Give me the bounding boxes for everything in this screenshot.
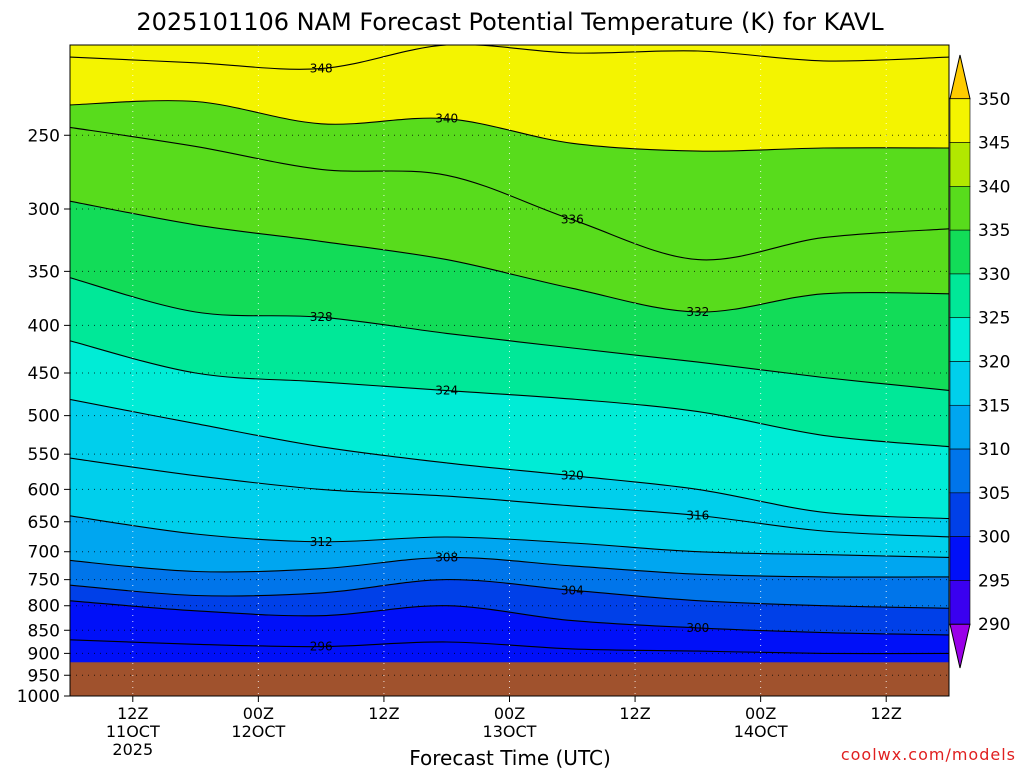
contour-340 [70, 100, 949, 152]
x-tick-label: 11OCT [106, 722, 160, 741]
grid-lines [70, 45, 949, 696]
contour-300 [70, 600, 949, 636]
contour-label-300: 300 [686, 621, 709, 635]
colorbar-swatch [949, 186, 971, 231]
contour-304 [70, 579, 949, 609]
y-tick-label: 750 [28, 571, 60, 591]
colorbar-label: 335 [978, 221, 1010, 241]
contour-label-348: 348 [310, 62, 333, 76]
colorbar-swatch [949, 273, 971, 319]
x-tick-label: 12Z [368, 704, 399, 723]
colorbar-label: 290 [978, 615, 1010, 635]
contour-label-340: 340 [435, 112, 458, 126]
colorbar-label: 295 [978, 571, 1010, 591]
contour-label-336: 336 [561, 213, 584, 227]
y-axis: 250 300 350 400 450 500 550 600 650 700 750 800 850 9… [17, 126, 70, 707]
contour-320 [70, 398, 949, 520]
y-tick-label: 650 [28, 513, 60, 533]
contour-label-316: 316 [686, 508, 709, 522]
colorbar: 290 295 300 305 310 315 320 325 330 335 340 345 350 [949, 54, 1010, 669]
terrain-fill [70, 662, 949, 696]
colorbar-swatch [949, 229, 971, 275]
y-tick-label: 700 [28, 543, 60, 563]
colorbar-label: 345 [978, 134, 1010, 154]
x-tick-label: 12OCT [231, 722, 285, 741]
y-tick-label: 850 [28, 621, 60, 641]
x-tick-label: 12Z [619, 704, 650, 723]
contour-label-304: 304 [561, 583, 584, 597]
color-bands [70, 45, 949, 696]
y-tick-label: 550 [28, 445, 60, 465]
colorbar-swatch [949, 536, 971, 581]
y-tick-label: 400 [28, 316, 60, 336]
colorbar-swatch [949, 98, 971, 143]
colorbar-swatch [949, 317, 971, 362]
y-tick-label: 900 [28, 644, 60, 664]
contour-316 [70, 457, 949, 538]
y-tick-label: 1000 [17, 687, 60, 707]
colorbar-swatch [949, 492, 971, 537]
x-tick-label: 12Z [117, 704, 148, 723]
y-tick-label: 800 [28, 597, 60, 617]
x-tick-label: 00Z [745, 704, 776, 723]
contour-308 [70, 556, 949, 578]
colorbar-top-arrow [949, 54, 971, 100]
colorbar-label: 315 [978, 396, 1010, 416]
x-tick-label: 2025 [112, 740, 153, 759]
credit-text: coolwx.com/models [841, 745, 1016, 764]
x-tick-label: 00Z [243, 704, 274, 723]
x-tick-label: 13OCT [483, 722, 537, 741]
contour-312 [70, 515, 949, 559]
contour-348 [70, 45, 949, 70]
chart-title: 2025101106 NAM Forecast Potential Temper… [136, 8, 884, 36]
colorbar-swatch [949, 448, 971, 494]
contour-328 [70, 277, 949, 391]
contour-label-324: 324 [435, 384, 458, 398]
colorbar-label: 320 [978, 353, 1010, 373]
colorbar-swatch [949, 404, 971, 450]
contour-label-320: 320 [561, 469, 584, 483]
contour-label-296: 296 [310, 640, 333, 654]
y-tick-label: 500 [28, 407, 60, 427]
colorbar-label: 305 [978, 484, 1010, 504]
plot-area [70, 45, 949, 696]
x-tick-label: 14OCT [734, 722, 788, 741]
colorbar-swatch [949, 361, 971, 406]
y-tick-label: 450 [28, 364, 60, 384]
contour-324 [70, 340, 949, 448]
colorbar-bottom-arrow [949, 623, 971, 669]
colorbar-swatch [949, 142, 971, 187]
contour-label-312: 312 [310, 535, 333, 549]
colorbar-label: 310 [978, 440, 1010, 460]
y-tick-label: 250 [28, 126, 60, 146]
x-axis-label: Forecast Time (UTC) [409, 746, 611, 768]
colorbar-label: 350 [978, 90, 1010, 110]
contour-labels: 348 340 336 332 328 324 320 316 312 308 304 300 296 [310, 62, 710, 654]
x-tick-label: 00Z [494, 704, 525, 723]
colorbar-label: 330 [978, 265, 1010, 285]
contour-label-328: 328 [310, 310, 333, 324]
colorbar-label: 300 [978, 528, 1010, 548]
colorbar-label: 340 [978, 177, 1010, 197]
y-tick-label: 950 [28, 666, 60, 686]
x-tick-label: 12Z [871, 704, 902, 723]
contour-label-332: 332 [686, 305, 709, 319]
colorbar-swatch [949, 580, 971, 625]
terrain [70, 662, 949, 696]
y-tick-label: 350 [28, 262, 60, 282]
y-tick-label: 600 [28, 480, 60, 500]
y-tick-label: 300 [28, 200, 60, 220]
colorbar-label: 325 [978, 309, 1010, 329]
contour-label-308: 308 [435, 550, 458, 564]
